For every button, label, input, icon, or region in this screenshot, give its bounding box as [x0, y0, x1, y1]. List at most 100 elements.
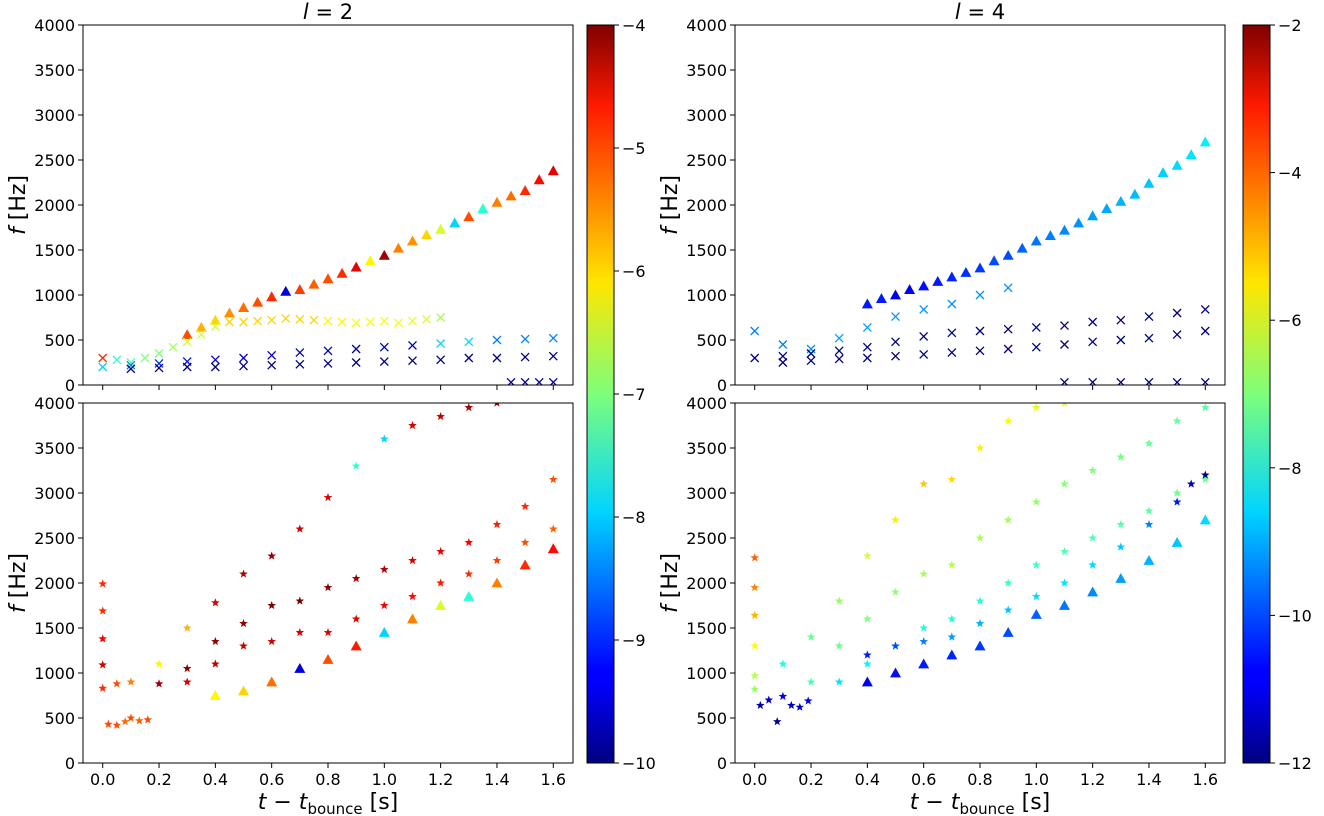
star-point [1003, 578, 1013, 587]
triangle-point [1087, 586, 1099, 597]
colorbar-l4: −12 −10 −8 −6 −4 −2 [1242, 16, 1312, 773]
x-point [975, 326, 985, 336]
plot-frame [82, 24, 574, 386]
data-points [750, 403, 1211, 726]
star-point [806, 632, 816, 641]
triangle-point [890, 289, 902, 300]
x-point [365, 317, 375, 327]
x-tick-label: 1.6 [541, 770, 566, 789]
data-points [98, 403, 559, 729]
y-tick-label: 2500 [686, 151, 727, 170]
y-tick-label: 0 [65, 376, 75, 395]
y-axis-label: f [Hz] [658, 175, 683, 235]
y-tick-label: 3500 [686, 61, 727, 80]
star-point [795, 702, 804, 711]
y-tick-label: 3500 [686, 439, 727, 458]
triangle-point [350, 261, 362, 272]
x-tick-label: 0.4 [203, 770, 228, 789]
x-point [919, 331, 929, 341]
triangle-point [364, 255, 376, 266]
x-point [408, 356, 417, 366]
triangle-point [946, 271, 958, 282]
x-point [1003, 324, 1013, 334]
x-point [239, 361, 248, 371]
star-point [863, 551, 872, 560]
triangle-point [435, 600, 447, 610]
panel-title: l = 4 [955, 0, 1005, 24]
star-point [806, 677, 816, 686]
triangle-point [533, 174, 545, 185]
data-points [98, 165, 559, 385]
y-tick-label: 1500 [34, 619, 75, 638]
x-tick-label: 0.6 [259, 770, 284, 789]
x-point [182, 337, 192, 347]
x-point [862, 342, 872, 352]
x-point [140, 353, 150, 363]
star-point [408, 421, 417, 430]
y-tick-label: 2000 [34, 196, 75, 215]
triangle-point [294, 284, 306, 294]
data-points [750, 136, 1211, 385]
x-point [750, 353, 760, 363]
x-point [98, 353, 108, 363]
star-point [98, 606, 107, 615]
x-point [492, 353, 502, 363]
y-tick-label: 0 [717, 376, 727, 395]
y-tick-label: 2500 [34, 529, 75, 548]
x-point [351, 358, 361, 367]
star-point [834, 677, 844, 686]
triangle-point [1002, 627, 1014, 637]
x-point [379, 316, 389, 326]
x-point [224, 317, 234, 327]
triangle-point [266, 291, 278, 302]
x-point [210, 362, 220, 372]
triangle-point [181, 329, 193, 339]
y-tick-label: 2500 [34, 151, 75, 170]
x-point [408, 316, 417, 326]
triangle-point [435, 223, 447, 234]
y-tick-label: 500 [696, 331, 727, 350]
triangle-point [406, 235, 418, 246]
x-point [464, 353, 474, 363]
x-point [436, 339, 446, 349]
star-point [239, 641, 248, 650]
triangle-point [322, 654, 334, 664]
x-point [806, 356, 816, 366]
x-point [323, 358, 333, 368]
y-tick-label: 3500 [34, 439, 75, 458]
triangle-point [904, 284, 916, 294]
triangle-point [406, 613, 418, 624]
x-tick-label: 1.4 [484, 770, 509, 789]
star-point [1201, 470, 1210, 479]
star-point [1003, 416, 1013, 425]
star-point [98, 683, 107, 692]
star-point [380, 565, 389, 574]
panel-2: 0 500 1000 1500 2000 2500 3000 3500 4000 0.0 0.2 0.… [6, 394, 574, 816]
star-point [1186, 479, 1196, 488]
x-point [1088, 337, 1098, 347]
x-point [323, 346, 333, 356]
star-point [1172, 416, 1182, 425]
triangle-point [988, 255, 1000, 266]
star-point [182, 623, 192, 632]
triangle-point [294, 663, 306, 673]
star-point [891, 587, 900, 596]
star-point [408, 592, 417, 601]
star-point [239, 619, 248, 628]
y-tick-label: 500 [44, 709, 75, 728]
star-point [436, 578, 445, 587]
x-point [1144, 312, 1154, 322]
star-point [891, 515, 900, 524]
x-point [862, 322, 872, 332]
triangle-point [1087, 210, 1099, 221]
colorbar-tick-label: −6 [1278, 311, 1302, 330]
star-point [351, 574, 361, 583]
star-point [863, 659, 872, 668]
triangle-point [209, 690, 221, 700]
y-tick-label: 3000 [686, 484, 727, 503]
triangle-point [1171, 159, 1183, 170]
x-point [98, 362, 108, 372]
triangle-point [463, 591, 475, 601]
triangle-point [252, 296, 264, 307]
x-point [891, 337, 900, 347]
